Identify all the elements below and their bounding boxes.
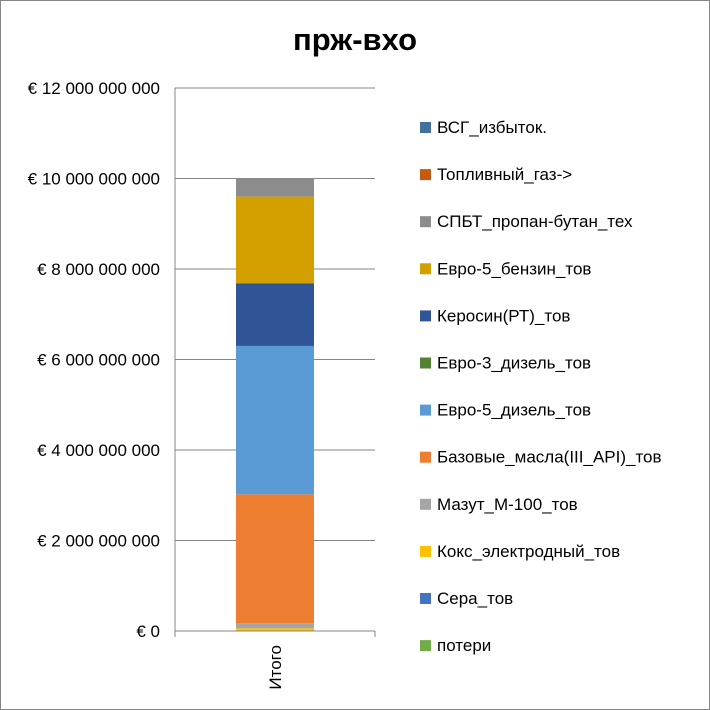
y-axis-ticks: € 0 € 2 000 000 000 € 4 000 000 000 € 6 000… xyxy=(28,79,160,641)
legend-swatch xyxy=(420,545,431,557)
legend-swatch xyxy=(420,310,431,322)
legend-swatch xyxy=(420,357,431,369)
x-tick-label: Итого xyxy=(266,645,285,690)
legend-label: Мазут_М-100_тов xyxy=(437,495,578,514)
legend-label: СПБТ_пропан-бутан_тех xyxy=(437,212,633,231)
y-tick-label: € 2 000 000 000 xyxy=(37,532,160,551)
y-tick-label: € 12 000 000 000 xyxy=(28,79,160,98)
y-tick-label: € 6 000 000 000 xyxy=(37,351,160,370)
bar-segment-Евро-5_дизель_тов xyxy=(236,345,314,495)
legend-swatch xyxy=(420,593,431,604)
bar-segment-Кокс_электродный_тов xyxy=(236,628,314,631)
legend-swatch xyxy=(420,216,431,228)
legend-swatch xyxy=(420,640,431,652)
legend-label: Базовые_масла(III_API)_тов xyxy=(437,448,662,467)
bar-segment-Евро-5_бензин_тов xyxy=(236,196,314,284)
y-tick-label: € 4 000 000 000 xyxy=(37,441,160,460)
legend-swatch xyxy=(420,498,431,510)
y-tick-label: € 0 xyxy=(136,622,160,641)
bar-segment-Мазут_М-100_тов xyxy=(236,623,314,629)
y-tick-label: € 8 000 000 000 xyxy=(37,260,160,279)
legend-label: Кокс_электродный_тов xyxy=(437,542,620,561)
legend: ВСГ_избыток. Топливный_газ-> СПБТ_пропан-б… xyxy=(420,118,662,655)
legend-label: Евро-5_бензин_тов xyxy=(437,259,591,278)
legend-swatch xyxy=(420,122,431,133)
legend-swatch xyxy=(420,263,431,275)
legend-swatch xyxy=(420,451,431,463)
legend-label: Керосин(РТ)_тов xyxy=(437,306,570,325)
legend-label: Евро-5_дизель_тов xyxy=(437,401,591,420)
legend-swatch xyxy=(420,169,431,181)
legend-label: Евро-3_дизель_тов xyxy=(437,354,591,373)
legend-label: потери xyxy=(437,636,491,655)
legend-label: ВСГ_избыток. xyxy=(437,118,547,137)
y-tick-label: € 10 000 000 000 xyxy=(28,170,160,189)
bar-segment-Керосин(РТ)_тов xyxy=(236,283,314,346)
x-axis: Итого xyxy=(174,630,376,690)
legend-label: Топливный_газ-> xyxy=(437,165,572,184)
legend-label: Сера_тов xyxy=(437,589,513,608)
stacked-bar xyxy=(236,178,314,632)
legend-swatch xyxy=(420,404,431,416)
bar-segment-Базовые_масла(III_API)_тов xyxy=(236,494,314,624)
chart-title: прж-вхо xyxy=(292,22,417,57)
bar-segment-СПБТ_пропан-бутан_тех xyxy=(236,178,314,197)
